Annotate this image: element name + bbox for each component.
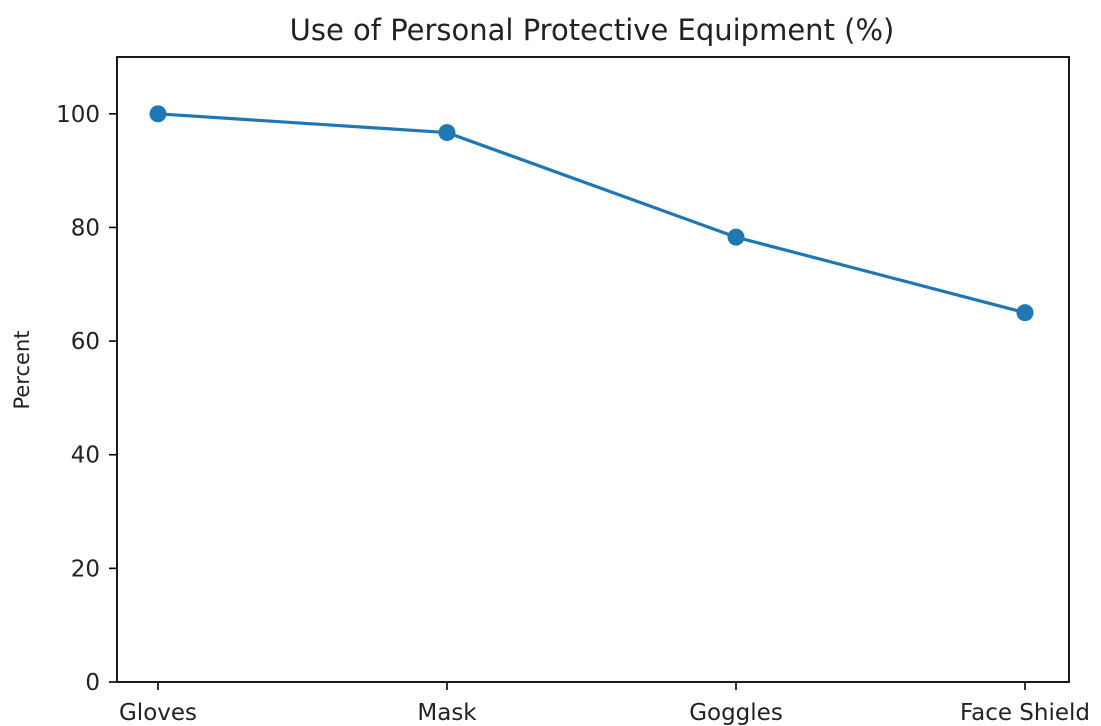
y-tick-label: 20 [71,556,100,582]
y-axis-ticks: 0 20 40 60 80 100 [56,102,117,696]
data-point [149,105,167,123]
data-point [438,124,456,142]
y-tick-label: 100 [56,102,100,128]
y-tick-label: 80 [71,215,100,241]
data-point [1016,304,1034,322]
x-axis-ticks: Gloves Mask Goggles Face Shield [119,682,1090,726]
x-tick-label: Goggles [689,700,783,726]
x-tick-label: Face Shield [960,700,1090,726]
series-line [156,112,1027,315]
y-tick-label: 0 [85,670,100,696]
y-tick-label: 40 [71,443,100,469]
x-tick-label: Gloves [119,700,197,726]
plot-frame [116,56,1070,683]
series-markers [149,105,1034,322]
data-point [727,228,745,246]
chart-title: Use of Personal Protective Equipment (%) [290,13,895,47]
y-tick-label: 60 [71,329,100,355]
x-tick-label: Mask [417,700,477,726]
y-axis-label: Percent [10,330,34,409]
